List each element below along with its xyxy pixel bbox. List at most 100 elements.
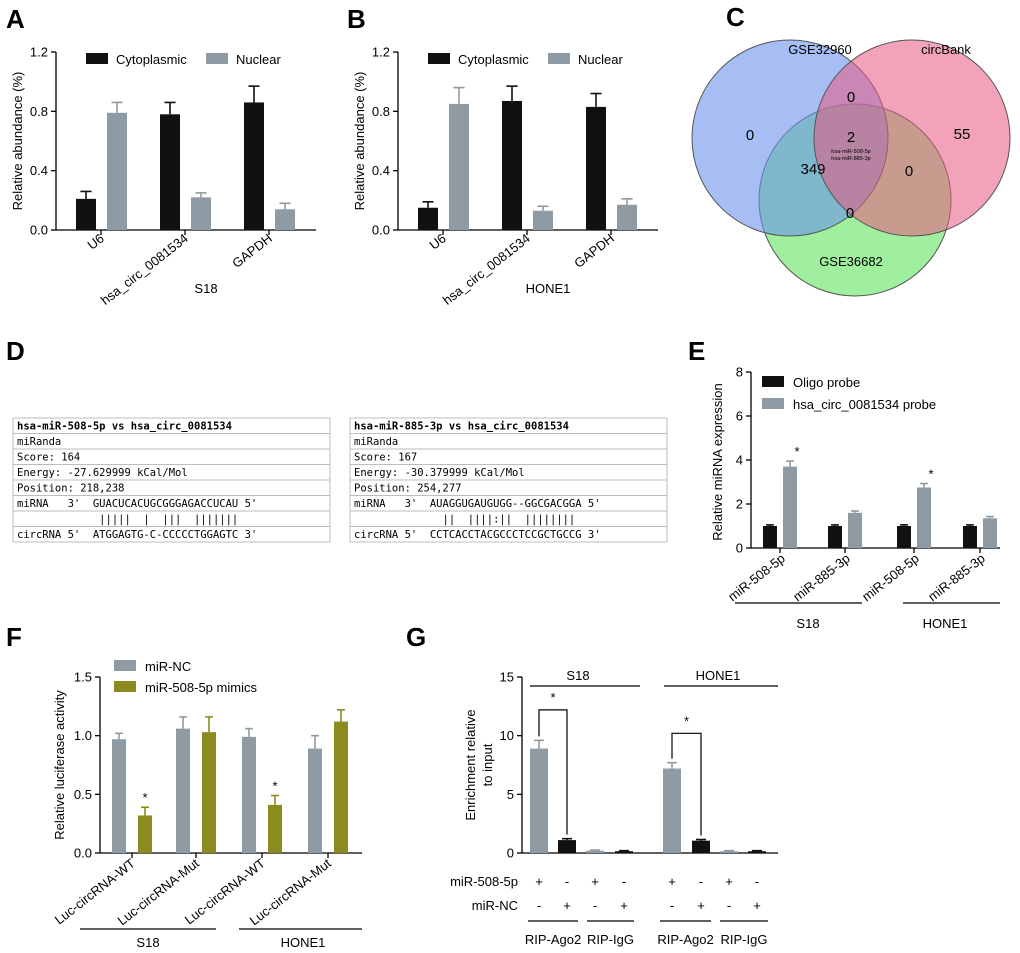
panelE-legend-label: Oligo probe xyxy=(793,375,860,390)
panelG-bar xyxy=(530,748,548,853)
panelG-condition-sign: + xyxy=(697,898,705,913)
panelA-legend-swatch xyxy=(86,53,108,64)
panelG-y-tick-label: 5 xyxy=(507,787,514,802)
panelG-subgroup-label: RIP-IgG xyxy=(587,932,634,947)
alignment-row-header: hsa-miR-885-3p vs hsa_circ_0081534 xyxy=(354,421,569,433)
panel-letter-e: E xyxy=(688,336,705,366)
panelF-legend-label: miR-NC xyxy=(145,659,191,674)
venn-center-label: hsa-miR-885-3p xyxy=(831,156,870,162)
panelE-legend-label: hsa_circ_0081534 probe xyxy=(793,397,936,412)
panelA-bar xyxy=(275,209,295,230)
panelE-x-tick-label: miR-885-3p xyxy=(925,551,988,605)
panelG-condition-sign: - xyxy=(565,874,569,889)
panelA-y-tick-label: 0.8 xyxy=(30,104,48,119)
panelE-y-tick-label: 2 xyxy=(736,497,743,512)
panelF-bar xyxy=(112,739,126,853)
panelG-condition-sign: - xyxy=(537,898,541,913)
panelG-bar xyxy=(586,850,604,853)
panelF-bar xyxy=(138,815,152,853)
venn-region-count: 2 xyxy=(847,129,855,146)
alignment-row-mirna: miRNA 3' GUACUCACUGCGGGAGACCUCAU 5' xyxy=(17,498,257,510)
panelA-bar xyxy=(76,198,96,230)
panelG-condition-sign: - xyxy=(699,874,703,889)
alignment-row-energy: Energy: -30.379999 kCal/Mol xyxy=(354,467,525,479)
panelG-condition-sign: - xyxy=(727,898,731,913)
panelB-bar xyxy=(586,106,606,230)
panelB-x-axis-title: HONE1 xyxy=(526,281,571,296)
panelG-row-label: miR-508-5p xyxy=(450,874,518,889)
panelG-condition-sign: - xyxy=(755,874,759,889)
panelE-bar xyxy=(828,526,842,548)
panelE-y-tick-label: 4 xyxy=(736,453,743,468)
panelF-y-tick-label: 0.5 xyxy=(74,787,92,802)
panel-c-venn: GSE32960 circBank GSE36682 0 55 0 349 0 0 2 hsa-mi… xyxy=(691,39,1011,297)
panelG-y-tick-label: 0 xyxy=(507,846,514,861)
panelA-bar xyxy=(191,197,211,230)
panelG-condition-sign: - xyxy=(670,898,674,913)
panelF-legend-label: miR-508-5p mimics xyxy=(145,680,257,695)
panelE-x-tick-label: miR-885-3p xyxy=(790,551,853,605)
panelG-significance-star: * xyxy=(684,713,689,728)
venn-set-label: GSE32960 xyxy=(788,42,852,57)
panelB-x-tick-label: hsa_circ_0081534 xyxy=(440,231,533,308)
alignment-row-score: Score: 164 xyxy=(17,452,80,464)
alignment-row-position: Position: 254,277 xyxy=(354,483,461,495)
panel-letter-g: G xyxy=(406,622,426,652)
venn-region-count: 349 xyxy=(800,161,825,178)
panelE-y-axis-title: Relative miRNA expression xyxy=(710,383,725,541)
panelG-y-tick-label: 15 xyxy=(500,670,514,685)
panelE-y-tick-label: 6 xyxy=(736,409,743,424)
panel-letter-f: F xyxy=(6,622,22,652)
panelA-legend-label: Nuclear xyxy=(236,52,281,67)
panelB-bar xyxy=(418,207,438,230)
panelE-significance-star: * xyxy=(928,467,933,482)
panelF-y-tick-label: 0.0 xyxy=(74,846,92,861)
panel-f-chart: 0.0 0.5 1.0 1.5 Relative luciferase activity… xyxy=(52,659,362,950)
panelE-bar xyxy=(897,526,911,548)
panelG-significance-bracket xyxy=(671,732,702,836)
panelG-condition-sign: + xyxy=(591,874,599,889)
panelG-y-tick-label: 10 xyxy=(500,728,514,743)
alignment-row-header: hsa-miR-508-5p vs hsa_circ_0081534 xyxy=(17,421,232,433)
panelG-condition-sign: + xyxy=(563,898,571,913)
alignment-row-energy: Energy: -27.629999 kCal/Mol xyxy=(17,467,188,479)
panelE-legend-swatch xyxy=(762,376,784,387)
panelG-y-axis-title-line1: Enrichment relative xyxy=(463,709,478,820)
alignment-row-mirna: miRNA 3' AUAGGUGAUGUGG--GGCGACGGA 5' xyxy=(354,498,601,510)
venn-set-label: circBank xyxy=(921,42,971,57)
panelB-bar xyxy=(449,103,469,230)
panelF-group-label: HONE1 xyxy=(281,935,326,950)
panelG-bar xyxy=(720,851,738,853)
panelF-significance-star: * xyxy=(272,779,277,794)
panelG-row-label: miR-NC xyxy=(472,898,518,913)
panelB-legend-swatch xyxy=(428,53,450,64)
panelG-condition-sign: - xyxy=(593,898,597,913)
panelB-bar xyxy=(533,210,553,230)
panelE-bar xyxy=(763,526,777,548)
panelG-subgroup-label: RIP-IgG xyxy=(721,932,768,947)
panelG-subgroup-label: RIP-Ago2 xyxy=(657,932,713,947)
panel-d-alignment: hsa-miR-508-5p vs hsa_circ_0081534 miRand… xyxy=(12,417,668,543)
panelB-y-tick-label: 0.8 xyxy=(372,104,390,119)
panelA-bar xyxy=(107,112,127,230)
panelA-x-axis-title: S18 xyxy=(194,281,217,296)
panelG-bar xyxy=(558,840,576,853)
panelE-legend-swatch xyxy=(762,398,784,409)
panelF-y-tick-label: 1.5 xyxy=(74,670,92,685)
panelA-legend-swatch xyxy=(206,53,228,64)
venn-circle-circbank xyxy=(813,39,1011,237)
panelF-bar xyxy=(202,732,216,853)
panelG-significance-bracket xyxy=(538,709,568,835)
venn-region-count: 0 xyxy=(846,205,854,222)
panelA-x-tick-label: hsa_circ_0081534 xyxy=(98,231,191,308)
venn-set-label: GSE36682 xyxy=(819,254,883,269)
venn-region-count: 0 xyxy=(847,89,855,106)
panelG-group-label: HONE1 xyxy=(696,668,741,683)
alignment-row-match: ||||| | ||| ||||||| xyxy=(17,514,238,526)
alignment-row-circrna: circRNA 5' CCTCACCTACGCCCTCCGCTGCCG 3' xyxy=(354,529,601,541)
panelA-bar xyxy=(160,114,180,230)
panelF-bar xyxy=(268,804,282,853)
panelF-y-tick-label: 1.0 xyxy=(74,728,92,743)
panelG-condition-sign: - xyxy=(622,874,626,889)
